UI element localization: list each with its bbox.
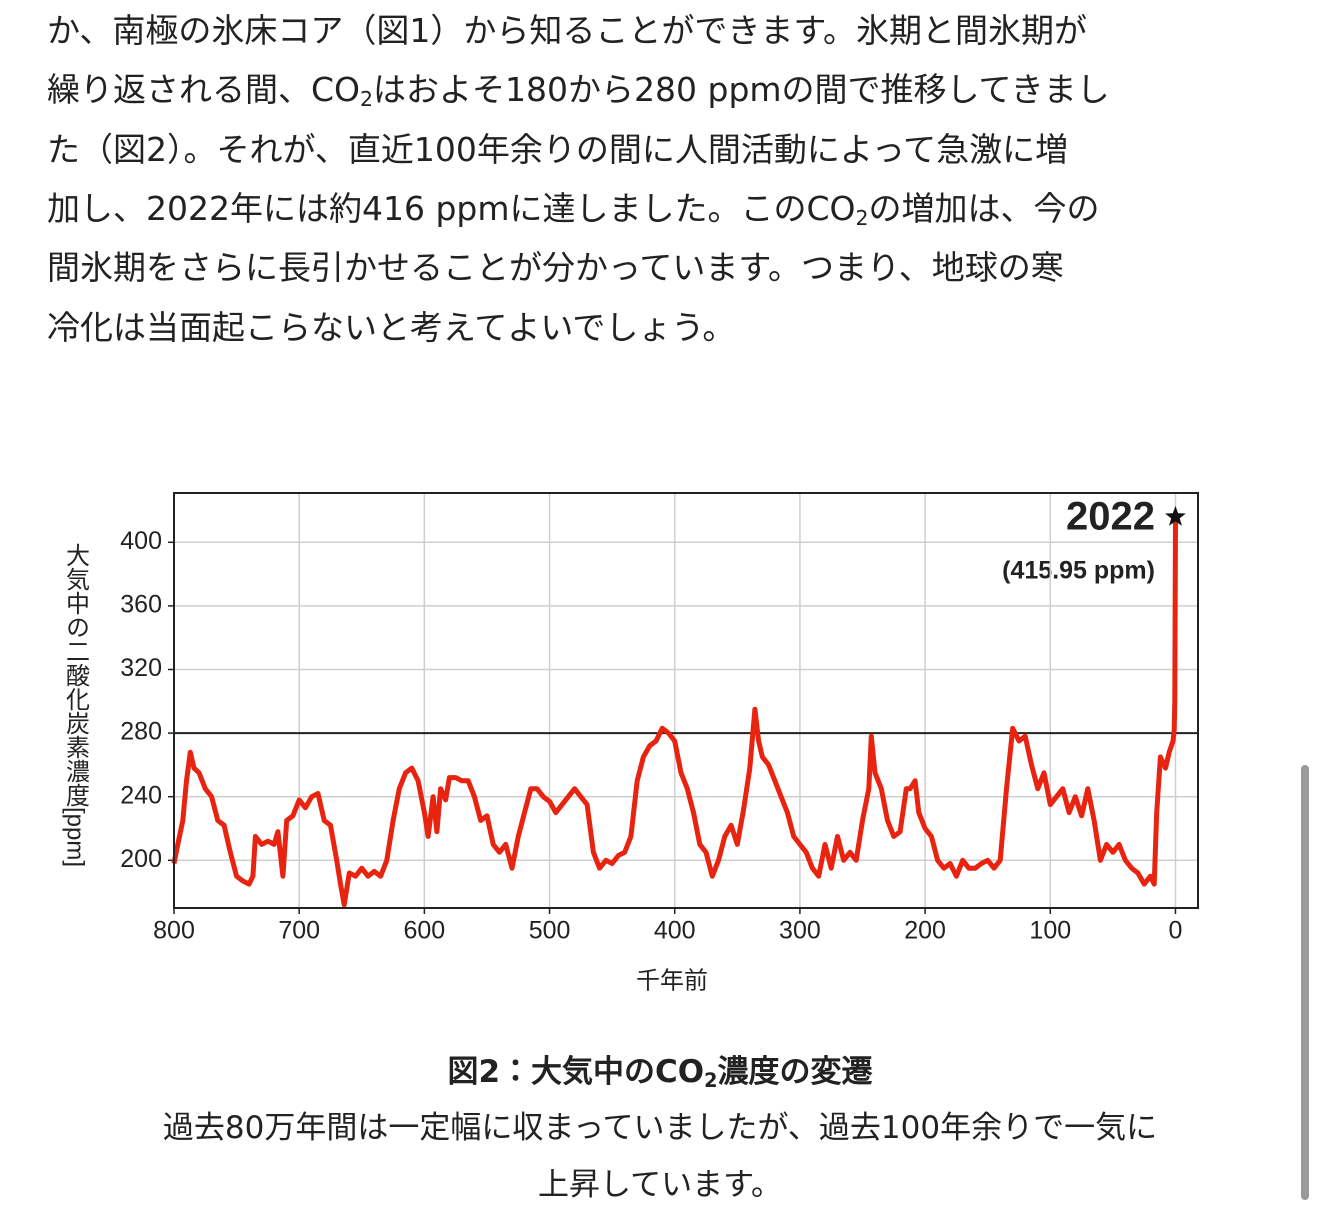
annotation: (415.95 ppm) xyxy=(1002,557,1155,585)
data-line xyxy=(171,516,1178,908)
chart: 千年前 大気中の二酸化炭素濃度[ppm] 2022 (415.95 ppm) 8… xyxy=(62,492,1199,994)
subscript: 2 xyxy=(704,1068,718,1092)
y-tick-label: 200 xyxy=(120,845,162,873)
end-marker xyxy=(1165,505,1186,526)
x-tick-label: 0 xyxy=(1169,917,1183,945)
text-run: 冷化は当面起こらないと考えてよいでしょう。 xyxy=(47,307,736,347)
caption-text: 上昇しています。 xyxy=(538,1167,782,1203)
subscript: 2 xyxy=(360,87,374,112)
caption-title: 図2：大気中のCO2濃度の変遷 xyxy=(0,1046,1320,1092)
x-tick-label: 500 xyxy=(529,917,571,945)
text-line: か、南極の氷床コア（図1）から知ることができます。氷期と間氷期が xyxy=(47,11,1087,51)
x-tick-label: 400 xyxy=(654,917,696,945)
y-tick-label: 320 xyxy=(120,654,162,682)
subscript: 2 xyxy=(855,206,869,230)
x-axis-label: 千年前 xyxy=(636,967,708,994)
annotation: 2022 xyxy=(1066,495,1155,539)
text-run: 濃度の変遷 xyxy=(717,1054,873,1090)
x-tick-label: 600 xyxy=(404,917,446,945)
y-tick-label: 400 xyxy=(120,527,162,555)
plot-frame xyxy=(173,492,1199,909)
text-line: 加し、2022年には約416 ppmに達しました。このCO2の増加は、今の xyxy=(47,189,1100,238)
scrollbar xyxy=(1301,765,1309,1200)
y-tick-label: 280 xyxy=(120,718,162,746)
caption-text: 過去80万年間は一定幅に収まっていましたが、過去100年余りで一気に xyxy=(162,1110,1158,1146)
text-run: 図2：大気中のCO xyxy=(447,1054,705,1090)
x-tick-label: 300 xyxy=(779,917,821,945)
text-run: の増加は、今の xyxy=(868,188,1100,228)
text-run: 加し、2022年には約416 ppmに達しました。このCO xyxy=(47,188,856,228)
x-tick-label: 100 xyxy=(1029,917,1071,945)
x-tick-label: 800 xyxy=(153,917,195,945)
text-run: 間氷期をさらに長引かせることが分かっています。つまり、地球の寒 xyxy=(47,248,1064,288)
text-line: 冷化は当面起こらないと考えてよいでしょう。 xyxy=(47,308,735,348)
text-run: た（図2）。それが、直近100年余りの間に人間活動によって急激に増 xyxy=(47,129,1069,169)
y-axis-label: 大気中の二酸化炭素濃度[ppm] xyxy=(62,543,90,867)
text-line: た（図2）。それが、直近100年余りの間に人間活動によって急激に増 xyxy=(47,130,1068,170)
x-tick-label: 700 xyxy=(278,917,320,945)
text-run: か、南極の氷床コア（図1）から知ることができます。氷期と間氷期が xyxy=(47,11,1088,50)
y-tick-label: 240 xyxy=(120,781,162,809)
text-run: 繰り返される間、CO xyxy=(47,70,361,110)
text-line: 間氷期をさらに長引かせることが分かっています。つまり、地球の寒 xyxy=(47,248,1064,288)
text-line: 繰り返される間、CO2はおよそ180から280 ppmの間で推移してきまし xyxy=(47,70,1110,119)
text-run: はおよそ180から280 ppmの間で推移してきまし xyxy=(373,70,1110,110)
y-tick-label: 360 xyxy=(120,591,162,619)
x-tick-label: 200 xyxy=(904,917,946,945)
